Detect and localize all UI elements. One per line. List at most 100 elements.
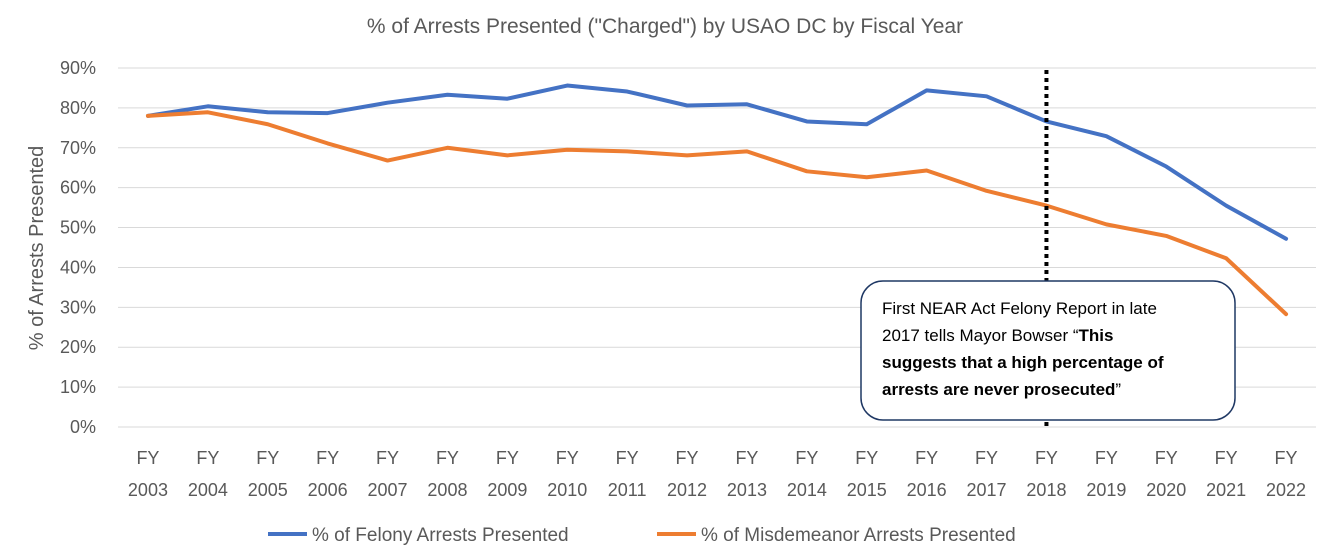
x-tick-label-line2: 2021 (1206, 480, 1246, 500)
data-point-felony (745, 103, 749, 106)
data-point-misdemeanor (506, 154, 509, 157)
data-point-misdemeanor (446, 146, 449, 149)
x-tick-label-line1: FY (1155, 448, 1178, 468)
x-tick-label-line2: 2008 (427, 480, 467, 500)
series-line-misdemeanor (145, 110, 1289, 317)
x-tick-label-line2: 2012 (667, 480, 707, 500)
annotation-line-1: First NEAR Act Felony Report in late (882, 299, 1157, 318)
x-tick-label-line1: FY (1215, 448, 1238, 468)
x-tick-label-line2: 2020 (1146, 480, 1186, 500)
data-point-felony (925, 89, 928, 92)
annotation-line-2-regular: 2017 tells Mayor Bowser “ (882, 326, 1079, 345)
y-tick-label: 80% (60, 98, 96, 118)
x-tick-label-line1: FY (256, 448, 279, 468)
data-point-felony (865, 123, 868, 126)
annotation-line-4-bold: arrests are never prosecuted (882, 380, 1115, 399)
chart-title: % of Arrests Presented ("Charged") by US… (367, 15, 963, 38)
gridlines (118, 67, 1316, 428)
legend: % of Felony Arrests Presented % of Misde… (268, 525, 1016, 546)
data-point-felony (1284, 237, 1288, 240)
series-layer (145, 83, 1289, 317)
x-tick-label-line2: 2004 (188, 480, 228, 500)
data-point-misdemeanor (1284, 312, 1288, 316)
legend-felony-label: % of Felony Arrests Presented (312, 525, 569, 546)
y-tick-label: 60% (60, 178, 96, 198)
data-point-misdemeanor (566, 148, 569, 151)
x-tick-label-line2: 2022 (1266, 480, 1306, 500)
data-point-felony (985, 95, 988, 98)
annotation-line-2-bold: This (1079, 326, 1114, 345)
data-point-felony (386, 101, 389, 104)
annotation-line-3: suggests that a high percentage of (882, 353, 1164, 372)
data-point-misdemeanor (326, 142, 329, 145)
y-tick-label: 90% (60, 58, 96, 78)
x-tick-label-line2: 2010 (547, 480, 587, 500)
x-tick-label-line2: 2007 (368, 480, 408, 500)
y-tick-label: 40% (60, 257, 96, 277)
data-point-misdemeanor (805, 170, 809, 173)
data-point-misdemeanor (745, 150, 749, 153)
x-tick-label-line1: FY (1095, 448, 1118, 468)
data-point-misdemeanor (1224, 257, 1228, 260)
data-point-felony (685, 104, 689, 107)
x-tick-label-line1: FY (556, 448, 579, 468)
annotation-box (860, 280, 1236, 421)
y-tick-label: 20% (60, 337, 96, 357)
data-point-felony (1224, 204, 1228, 207)
data-point-misdemeanor (685, 154, 689, 157)
x-tick-label-line1: FY (1035, 448, 1058, 468)
x-tick-label-line2: 2017 (967, 480, 1007, 500)
data-point-misdemeanor (386, 159, 389, 162)
x-tick-label-line1: FY (436, 448, 459, 468)
x-tick-label-line2: 2003 (128, 480, 168, 500)
data-point-misdemeanor (1105, 223, 1108, 226)
x-tick-label-line2: 2005 (248, 480, 288, 500)
data-point-misdemeanor (146, 114, 150, 118)
annotation-line-4: arrests are never prosecuted” (882, 380, 1121, 399)
x-tick-label-line1: FY (795, 448, 818, 468)
x-tick-label-line1: FY (1275, 448, 1298, 468)
x-tick-label-line1: FY (376, 448, 399, 468)
x-tick-label-line2: 2015 (847, 480, 887, 500)
x-tick-label-line2: 2018 (1026, 480, 1066, 500)
data-point-misdemeanor (266, 123, 269, 126)
data-point-felony (206, 105, 210, 108)
data-point-misdemeanor (985, 189, 988, 193)
data-point-felony (506, 97, 509, 100)
data-point-felony (266, 111, 269, 114)
x-tick-label-line1: FY (196, 448, 219, 468)
x-tick-label-line1: FY (735, 448, 758, 468)
y-tick-label: 30% (60, 297, 96, 317)
data-point-felony (1105, 135, 1108, 138)
y-axis-label: % of Arrests Presented (26, 146, 48, 351)
y-tick-label: 50% (60, 218, 96, 238)
x-tick-label-line2: 2013 (727, 480, 767, 500)
y-tick-label: 70% (60, 138, 96, 158)
x-tick-label-line1: FY (855, 448, 878, 468)
x-tick-label-line1: FY (975, 448, 998, 468)
data-point-felony (805, 120, 809, 123)
annotation-callout: First NEAR Act Felony Report in late 201… (860, 280, 1236, 421)
series-line-felony (145, 83, 1289, 241)
data-point-misdemeanor (206, 111, 210, 114)
y-tick-label: 0% (70, 417, 96, 437)
data-point-felony (566, 84, 569, 87)
data-point-misdemeanor (1165, 234, 1168, 238)
data-point-felony (326, 111, 329, 115)
x-tick-label-line1: FY (616, 448, 639, 468)
x-tick-label-line2: 2016 (907, 480, 947, 500)
y-tick-label: 10% (60, 377, 96, 397)
x-tick-label-line2: 2019 (1086, 480, 1126, 500)
data-point-felony (1165, 165, 1168, 168)
data-point-felony (446, 93, 449, 96)
x-tick-label-line1: FY (676, 448, 699, 468)
x-tick-label-line1: FY (915, 448, 938, 468)
data-point-felony (625, 90, 629, 93)
x-tick-label-line1: FY (136, 448, 159, 468)
x-tick-label-line2: 2011 (608, 480, 647, 500)
annotation-line-2: 2017 tells Mayor Bowser “This (882, 326, 1113, 345)
x-tick-label-line2: 2006 (308, 480, 348, 500)
annotation-line-4-regular: ” (1115, 380, 1121, 399)
x-tick-label-line2: 2014 (787, 480, 827, 500)
